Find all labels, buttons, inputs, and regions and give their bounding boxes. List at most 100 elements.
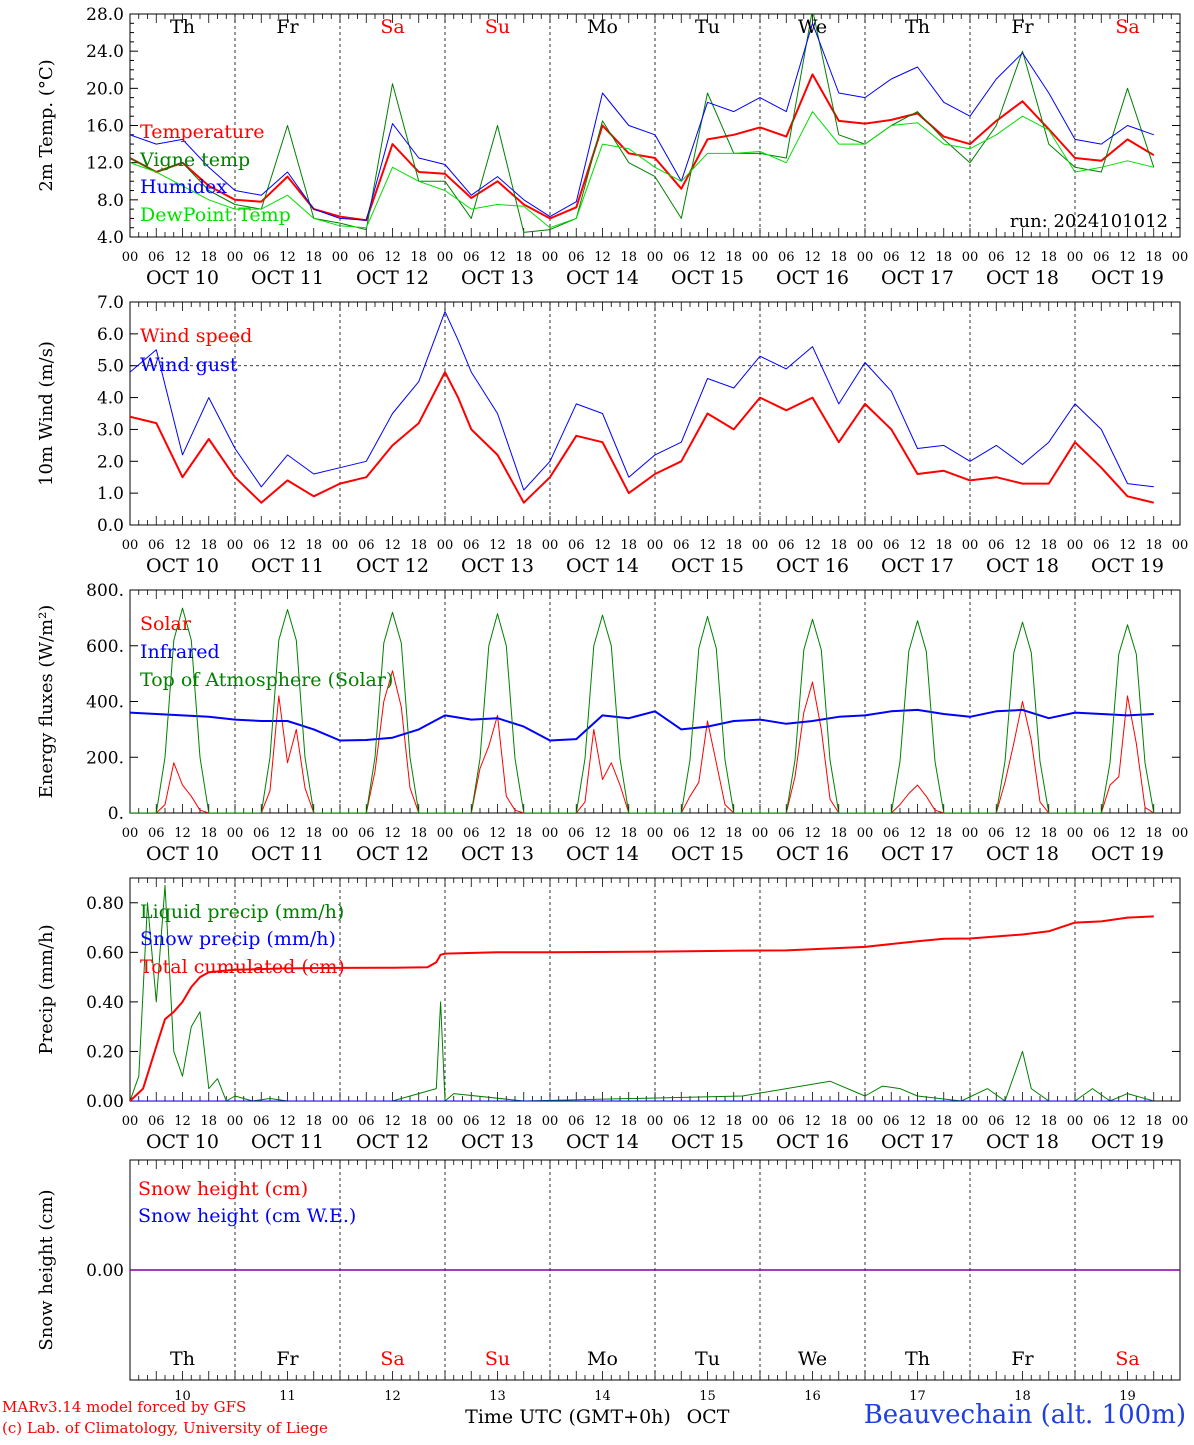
hour-label: 06 <box>358 250 375 265</box>
hour-label: 12 <box>489 1114 506 1129</box>
hour-label: 12 <box>1119 250 1136 265</box>
hour-label: 18 <box>1145 1114 1162 1129</box>
hour-label: 06 <box>778 826 795 841</box>
series-liquid-precip-mm-h <box>130 884 1154 1101</box>
weekday-label: Sa <box>380 1348 404 1370</box>
hour-label: 18 <box>935 826 952 841</box>
panel-1: 4.0 8.0 12.0 16.0 20.0 24.0 28.0 2m Temp. (°C) T… <box>36 5 1188 289</box>
hour-label: 18 <box>305 538 322 553</box>
hour-label: 12 <box>174 1114 191 1129</box>
legend-entry: Wind speed <box>140 325 252 347</box>
hour-label: 12 <box>279 1114 296 1129</box>
legend-entry: Top of Atmosphere (Solar) <box>140 669 393 691</box>
hour-label: 18 <box>200 1114 217 1129</box>
hour-label: 12 <box>594 1114 611 1129</box>
y-tick-label: 0.00 <box>86 1261 124 1281</box>
legend-entry: Total cumulated (cm) <box>140 956 345 978</box>
hour-label: 00 <box>227 538 244 553</box>
hour-label: 06 <box>988 1114 1005 1129</box>
weekday-label: Tu <box>695 1348 720 1370</box>
hour-label: 18 <box>725 250 742 265</box>
date-label: OCT 19 <box>1091 843 1164 865</box>
hour-label: 18 <box>830 1114 847 1129</box>
hour-label: 00 <box>437 250 454 265</box>
hour-label: 00 <box>122 826 139 841</box>
day-number: 19 <box>1119 1389 1136 1404</box>
hour-label: 00 <box>332 538 349 553</box>
date-label: OCT 17 <box>881 555 954 577</box>
panel-frame <box>129 301 1181 526</box>
hour-label: 18 <box>620 538 637 553</box>
date-label: OCT 17 <box>881 843 954 865</box>
hour-label: 18 <box>410 250 427 265</box>
date-label: OCT 12 <box>356 1131 429 1153</box>
hour-label: 06 <box>358 1114 375 1129</box>
hour-label: 18 <box>200 250 217 265</box>
y-tick-label: 0.00 <box>86 1092 124 1112</box>
hour-label: 18 <box>1145 538 1162 553</box>
hour-label: 12 <box>1014 826 1031 841</box>
y-tick-label: 0.20 <box>86 1042 124 1062</box>
hour-label: 18 <box>935 538 952 553</box>
date-label: OCT 16 <box>776 267 849 289</box>
hour-label: 00 <box>647 250 664 265</box>
hour-label: 00 <box>647 538 664 553</box>
hour-label: 18 <box>305 826 322 841</box>
hour-label: 00 <box>1172 250 1189 265</box>
y-tick-label: 600. <box>86 637 124 657</box>
date-label: OCT 17 <box>881 267 954 289</box>
hour-label: 18 <box>515 1114 532 1129</box>
hour-label: 06 <box>778 1114 795 1129</box>
y-tick-label: 800. <box>86 581 124 601</box>
hour-label: 06 <box>358 826 375 841</box>
hour-label: 18 <box>200 538 217 553</box>
date-label: OCT 15 <box>671 267 744 289</box>
hour-label: 12 <box>279 826 296 841</box>
hour-label: 06 <box>1093 538 1110 553</box>
hour-label: 06 <box>778 250 795 265</box>
hour-label: 18 <box>1145 826 1162 841</box>
hour-label: 18 <box>305 250 322 265</box>
hour-label: 12 <box>279 538 296 553</box>
date-label: OCT 13 <box>461 267 534 289</box>
hour-label: 06 <box>988 826 1005 841</box>
series-wind-gust <box>130 311 1154 491</box>
hour-label: 00 <box>1067 826 1084 841</box>
hour-label: 12 <box>174 250 191 265</box>
x-axis-title: Time UTC (GMT+0h) <box>465 1406 671 1428</box>
hour-label: 18 <box>620 1114 637 1129</box>
y-tick-label: 6.0 <box>97 325 124 345</box>
hour-label: 06 <box>1093 250 1110 265</box>
hour-label: 06 <box>1093 1114 1110 1129</box>
date-label: OCT 16 <box>776 1131 849 1153</box>
hour-label: 12 <box>1014 1114 1031 1129</box>
date-label: OCT 15 <box>671 843 744 865</box>
hour-label: 00 <box>542 1114 559 1129</box>
hour-label: 00 <box>437 1114 454 1129</box>
hour-label: 12 <box>804 538 821 553</box>
hour-label: 12 <box>909 826 926 841</box>
weekday-label: We <box>798 16 827 38</box>
date-label: OCT 13 <box>461 555 534 577</box>
y-tick-label: 5.0 <box>97 357 124 377</box>
hour-label: 00 <box>647 826 664 841</box>
y-axis-title: 2m Temp. (°C) <box>36 59 57 191</box>
hour-label: 06 <box>568 826 585 841</box>
legend-entry: Wind gust <box>140 354 238 376</box>
hour-label: 18 <box>515 250 532 265</box>
hour-label: 12 <box>174 826 191 841</box>
weekday-label: Sa <box>1115 1348 1139 1370</box>
day-number: 10 <box>174 1389 191 1404</box>
legend-entry: DewPoint Temp <box>140 204 291 226</box>
hour-label: 00 <box>962 826 979 841</box>
y-tick-label: 16.0 <box>86 117 124 137</box>
y-tick-label: 12.0 <box>86 154 124 174</box>
weekday-label: Th <box>905 1348 930 1370</box>
hour-label: 00 <box>227 826 244 841</box>
legend-entry: Snow height (cm W.E.) <box>138 1205 356 1227</box>
hour-label: 18 <box>410 538 427 553</box>
hour-label: 06 <box>568 250 585 265</box>
day-number: 18 <box>1014 1389 1031 1404</box>
hour-label: 00 <box>962 538 979 553</box>
hour-label: 00 <box>752 250 769 265</box>
